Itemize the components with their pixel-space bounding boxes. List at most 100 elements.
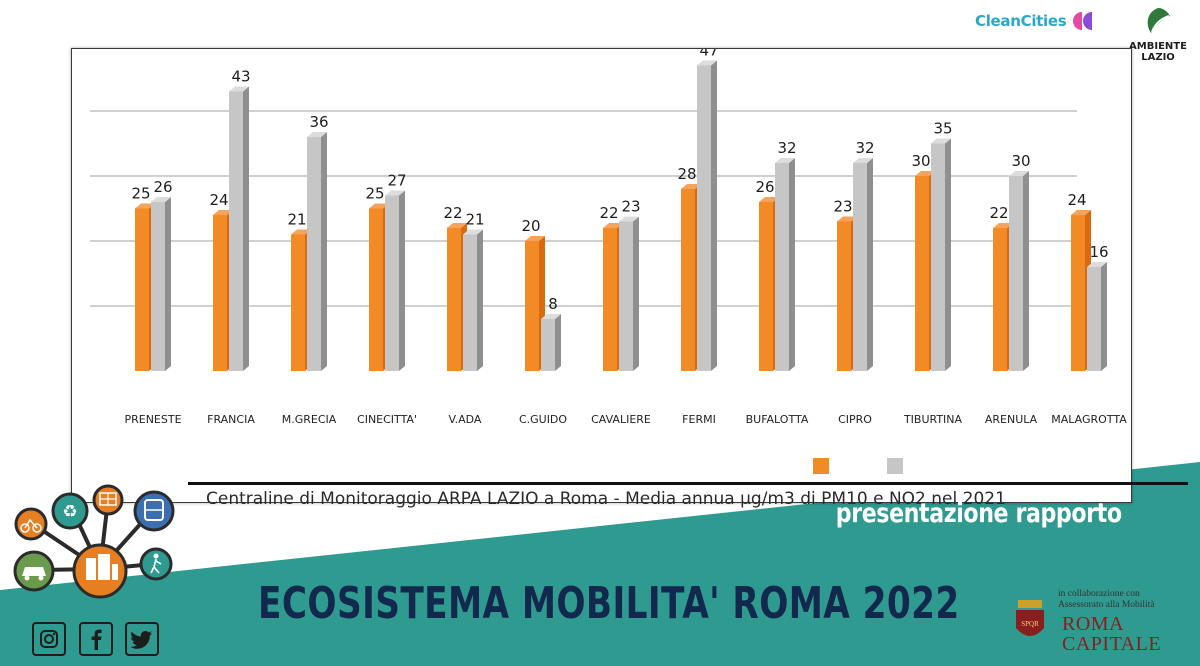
bar-series-2 [541, 319, 555, 371]
bar-side-2 [321, 132, 327, 371]
bar-top-1 [525, 236, 545, 241]
data-label: 21 [465, 211, 484, 229]
data-label: 36 [309, 113, 328, 131]
category-label: MALAGROTTA [1051, 413, 1127, 426]
bar-top-1 [447, 223, 467, 228]
bar-top-2 [1009, 171, 1029, 176]
bar-series-2 [619, 221, 633, 371]
bar-series-2 [853, 163, 867, 371]
bar-top-1 [213, 210, 233, 215]
bar-series-2 [1009, 176, 1023, 371]
bicycle-node [14, 507, 48, 541]
bar-top-2 [229, 86, 249, 92]
bar-side-2 [399, 190, 405, 371]
city-node [72, 543, 128, 599]
data-label: 20 [521, 217, 540, 235]
data-label: 22 [443, 204, 462, 222]
data-label: 47 [699, 49, 718, 60]
roma-capitale-logo: ROMA CAPITALE [1062, 614, 1161, 654]
data-label: 35 [933, 120, 952, 138]
category-label: V.ADA [449, 413, 482, 426]
facebook-glyph-icon [91, 629, 102, 650]
twitter-glyph-icon [131, 631, 152, 649]
bar-side-2 [1023, 171, 1029, 371]
bar-chart: 25 26PRENESTE2443FRANCIA2136M.GRECIA2527C… [90, 49, 1127, 426]
bar-series-1 [603, 228, 617, 371]
solar-panel-node [92, 484, 124, 516]
bar-top-2 [853, 158, 873, 163]
data-label: 21 [287, 211, 306, 229]
presentation-subtitle: presentazione rapporto [836, 498, 1122, 529]
data-label: 22 [989, 204, 1008, 222]
bar-top-1 [369, 203, 389, 209]
main-title: ECOSISTEMA MOBILITA' ROMA 2022 [258, 578, 960, 629]
roma-line1: ROMA [1062, 613, 1125, 635]
data-label: 24 [209, 191, 228, 209]
bar-top-2 [619, 216, 639, 222]
bar-series-1 [993, 228, 1007, 371]
bar-top-2 [463, 229, 483, 235]
bar-top-2 [541, 314, 561, 319]
bar-top-2 [385, 190, 405, 196]
data-label: 32 [777, 139, 796, 157]
bar-side-2 [945, 138, 951, 371]
legambiente-line1: AMBIENTE [1129, 41, 1187, 52]
bar-top-1 [681, 184, 701, 189]
bar-series-1 [681, 189, 695, 371]
data-label: 43 [231, 68, 250, 86]
bar-series-2 [463, 234, 477, 371]
bar-series-1 [369, 208, 383, 371]
legambiente-logo: AMBIENTE LAZIO [1128, 6, 1188, 63]
collab-line2: Assessorato alla Mobilità [1058, 600, 1155, 610]
bar-series-2 [307, 137, 321, 371]
bar-side-2 [1101, 262, 1107, 371]
category-label: CIPRO [838, 413, 872, 426]
svg-text:SPQR: SPQR [1021, 620, 1039, 628]
bar-top-1 [1071, 210, 1091, 215]
bar-side-2 [711, 60, 717, 371]
category-label: CAVALIERE [591, 413, 651, 426]
data-label: 22 [599, 204, 618, 222]
bar-series-2 [697, 65, 711, 371]
bar-top-1 [135, 203, 155, 209]
bar-top-2 [775, 158, 795, 163]
bar-top-2 [931, 138, 951, 144]
category-label: BUFALOTTA [746, 413, 809, 426]
bar-top-1 [291, 229, 311, 235]
bar-top-1 [837, 216, 857, 222]
bar-series-1 [213, 215, 227, 371]
data-label: 28 [677, 165, 696, 183]
roma-crest-icon: SPQR [1016, 600, 1044, 636]
chart-caption: Centraline di Monitoraggio ARPA LAZIO a … [206, 489, 1006, 509]
twitter-icon[interactable] [125, 622, 159, 656]
bar-top-2 [151, 197, 171, 202]
legambiente-leaf-icon [1147, 8, 1170, 33]
category-label: M.GRECIA [282, 413, 337, 426]
data-label: 25 [365, 185, 384, 203]
category-label: C.GUIDO [519, 413, 567, 426]
instagram-icon[interactable] [32, 622, 66, 656]
category-label: FERMI [682, 413, 716, 426]
data-label: 8 [548, 295, 558, 313]
cleancities-logo: CleanCities [975, 10, 1098, 32]
data-label: 23 [621, 198, 640, 216]
bar-side-2 [633, 216, 639, 371]
data-label: 30 [1011, 152, 1030, 170]
bar-series-1 [759, 202, 773, 371]
bar-series-2 [931, 143, 945, 371]
bar-series-2 [775, 163, 789, 371]
category-label: PRENESTE [124, 413, 181, 426]
bar-series-1 [1071, 215, 1085, 371]
car-node [13, 550, 55, 592]
bar-series-1 [525, 241, 539, 371]
pedestrian-node [139, 547, 173, 581]
bar-series-1 [915, 176, 929, 371]
bar-series-2 [385, 195, 399, 371]
bar-series-1 [135, 208, 149, 371]
category-label: FRANCIA [207, 413, 255, 426]
facebook-icon[interactable] [79, 622, 113, 656]
bar-series-2 [1087, 267, 1101, 371]
bar-side-2 [243, 86, 249, 371]
bar-side-2 [789, 158, 795, 371]
